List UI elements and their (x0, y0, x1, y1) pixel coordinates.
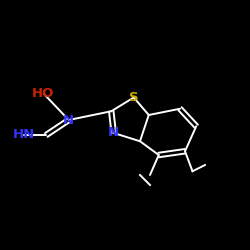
Text: N: N (108, 126, 119, 140)
Text: N: N (63, 114, 74, 126)
Text: S: S (129, 91, 138, 104)
Text: HO: HO (31, 87, 54, 100)
Text: HN: HN (12, 128, 35, 141)
